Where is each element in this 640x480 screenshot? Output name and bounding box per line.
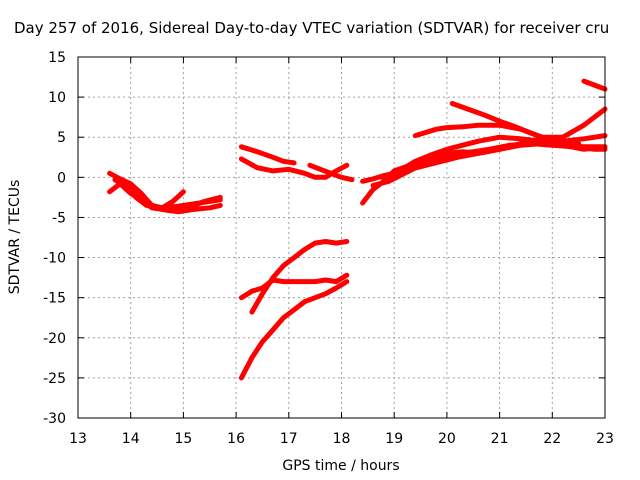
plot-frame <box>77 56 606 419</box>
series-line-8 <box>238 279 350 381</box>
chart-title: Day 257 of 2016, Sidereal Day-to-day VTE… <box>14 19 609 37</box>
series-line-15 <box>412 106 608 140</box>
x-tick-label: 23 <box>596 431 614 447</box>
y-tick-label: -10 <box>43 251 66 267</box>
x-tick-label: 21 <box>491 431 509 447</box>
y-tick-label: 0 <box>57 170 66 186</box>
series-group <box>107 78 608 381</box>
y-tick-label: 10 <box>48 90 66 106</box>
y-axis-label: SDTVAR / TECUs <box>7 180 23 295</box>
series-line-7 <box>307 162 355 183</box>
y-ticks: 15 10 5 0 -5 -10 -15 -20 -25 -30 <box>43 50 605 427</box>
series-line-4 <box>117 181 223 215</box>
y-tick-label: -20 <box>43 331 66 347</box>
x-tick-label: 16 <box>227 431 245 447</box>
x-tick-label: 18 <box>333 431 351 447</box>
x-tick-label: 22 <box>543 431 561 447</box>
series-line-14 <box>381 134 608 182</box>
x-axis-label: GPS time / hours <box>282 458 399 474</box>
y-tick-label: 15 <box>48 50 66 66</box>
y-tick-label: 5 <box>57 130 66 146</box>
y-tick-label: -15 <box>43 291 66 307</box>
x-tick-label: 17 <box>280 431 298 447</box>
x-tick-label: 14 <box>122 431 140 447</box>
y-tick-label: -5 <box>52 210 66 226</box>
y-tick-label: -30 <box>43 411 66 427</box>
x-tick-label: 15 <box>174 431 192 447</box>
series-line-17 <box>581 78 608 92</box>
x-tick-label: 13 <box>69 431 87 447</box>
x-tick-label: 20 <box>438 431 456 447</box>
series-line-10 <box>249 239 350 315</box>
series-line-9 <box>238 272 350 301</box>
grid <box>78 57 605 418</box>
x-ticks: 13 14 15 16 17 18 19 20 21 22 23 <box>69 57 614 447</box>
series-line-5 <box>238 144 297 166</box>
x-tick-label: 19 <box>385 431 403 447</box>
y-tick-label: -25 <box>43 371 66 387</box>
series-line-1 <box>107 170 186 211</box>
series-line-16 <box>449 101 582 147</box>
